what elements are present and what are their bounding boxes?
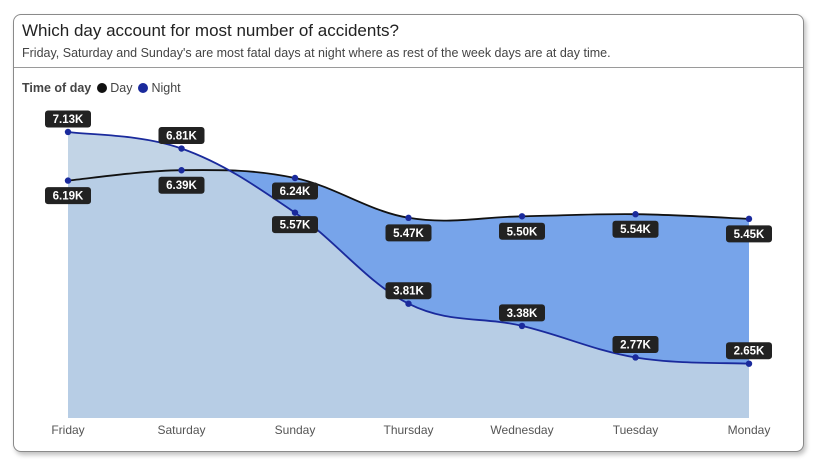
day-label-tuesday: 5.54K: [612, 220, 659, 238]
day-label-friday: 6.19K: [45, 187, 91, 205]
chart-title: Which day account for most number of acc…: [22, 21, 400, 40]
svg-text:6.24K: 6.24K: [280, 186, 311, 198]
area-chart: 6.19K 6.39K 6.24K 5.47K 5.50K 5.54K 5.45K 7.13K…: [45, 110, 772, 437]
night-label-sunday: 5.57K: [272, 216, 318, 234]
svg-text:7.13K: 7.13K: [53, 114, 84, 126]
night-point-friday: [64, 128, 72, 136]
x-tick-monday: Monday: [728, 423, 771, 437]
day-point-friday: [64, 177, 72, 184]
day-point-saturday: [178, 167, 185, 174]
svg-text:5.50K: 5.50K: [507, 226, 538, 238]
night-point-tuesday: [632, 354, 639, 361]
header-divider: [14, 67, 803, 68]
svg-text:5.47K: 5.47K: [393, 228, 424, 240]
chart-card: Which day account for most number of acc…: [13, 14, 804, 452]
legend-title: Time of day: [22, 81, 92, 95]
legend: Time of day Day Night: [22, 81, 187, 95]
svg-text:2.65K: 2.65K: [734, 346, 765, 358]
x-tick-friday: Friday: [51, 423, 84, 437]
day-label-saturday: 6.39K: [158, 176, 205, 194]
svg-text:3.38K: 3.38K: [507, 308, 538, 320]
night-point-monday: [745, 360, 753, 367]
svg-text:2.77K: 2.77K: [620, 339, 651, 351]
legend-item-night[interactable]: Night: [138, 81, 181, 95]
svg-text:6.39K: 6.39K: [166, 180, 197, 192]
day-point-wednesday: [518, 213, 526, 220]
day-point-monday: [745, 215, 753, 223]
night-label-thursday: 3.81K: [385, 282, 432, 300]
x-tick-saturday: Saturday: [157, 423, 205, 437]
x-tick-wednesday: Wednesday: [490, 423, 553, 437]
night-label-friday: 7.13K: [45, 110, 91, 128]
night-label-wednesday: 3.38K: [499, 304, 545, 322]
legend-night-dot-icon: [138, 83, 149, 93]
svg-text:5.57K: 5.57K: [280, 220, 311, 232]
chart-subtitle: Friday, Saturday and Sunday's are most f…: [22, 46, 611, 60]
night-area: [68, 131, 749, 418]
day-label-thursday: 5.47K: [385, 224, 432, 242]
day-label-wednesday: 5.50K: [499, 222, 545, 240]
legend-item-day[interactable]: Day: [97, 81, 132, 95]
svg-text:5.45K: 5.45K: [734, 229, 765, 241]
day-point-sunday: [291, 174, 299, 182]
legend-day-dot-icon: [97, 83, 108, 93]
day-point-thursday: [405, 214, 412, 222]
svg-text:6.81K: 6.81K: [166, 131, 197, 143]
night-point-wednesday: [518, 322, 526, 330]
x-tick-sunday: Sunday: [275, 423, 316, 437]
day-label-monday: 5.45K: [726, 225, 772, 243]
svg-text:3.81K: 3.81K: [393, 286, 424, 298]
x-tick-thursday: Thursday: [383, 423, 433, 437]
legend-night-label: Night: [151, 81, 181, 95]
night-point-sunday: [291, 209, 299, 216]
legend-day-label: Day: [110, 81, 133, 95]
svg-text:5.54K: 5.54K: [620, 224, 651, 236]
day-point-tuesday: [632, 211, 639, 218]
day-label-sunday: 6.24K: [272, 182, 318, 200]
night-point-saturday: [178, 145, 185, 152]
night-label-tuesday: 2.77K: [612, 335, 659, 353]
svg-text:6.19K: 6.19K: [53, 191, 84, 203]
night-label-monday: 2.65K: [726, 342, 772, 360]
night-point-thursday: [405, 300, 412, 307]
x-tick-tuesday: Tuesday: [613, 423, 659, 437]
night-label-saturday: 6.81K: [158, 127, 205, 145]
